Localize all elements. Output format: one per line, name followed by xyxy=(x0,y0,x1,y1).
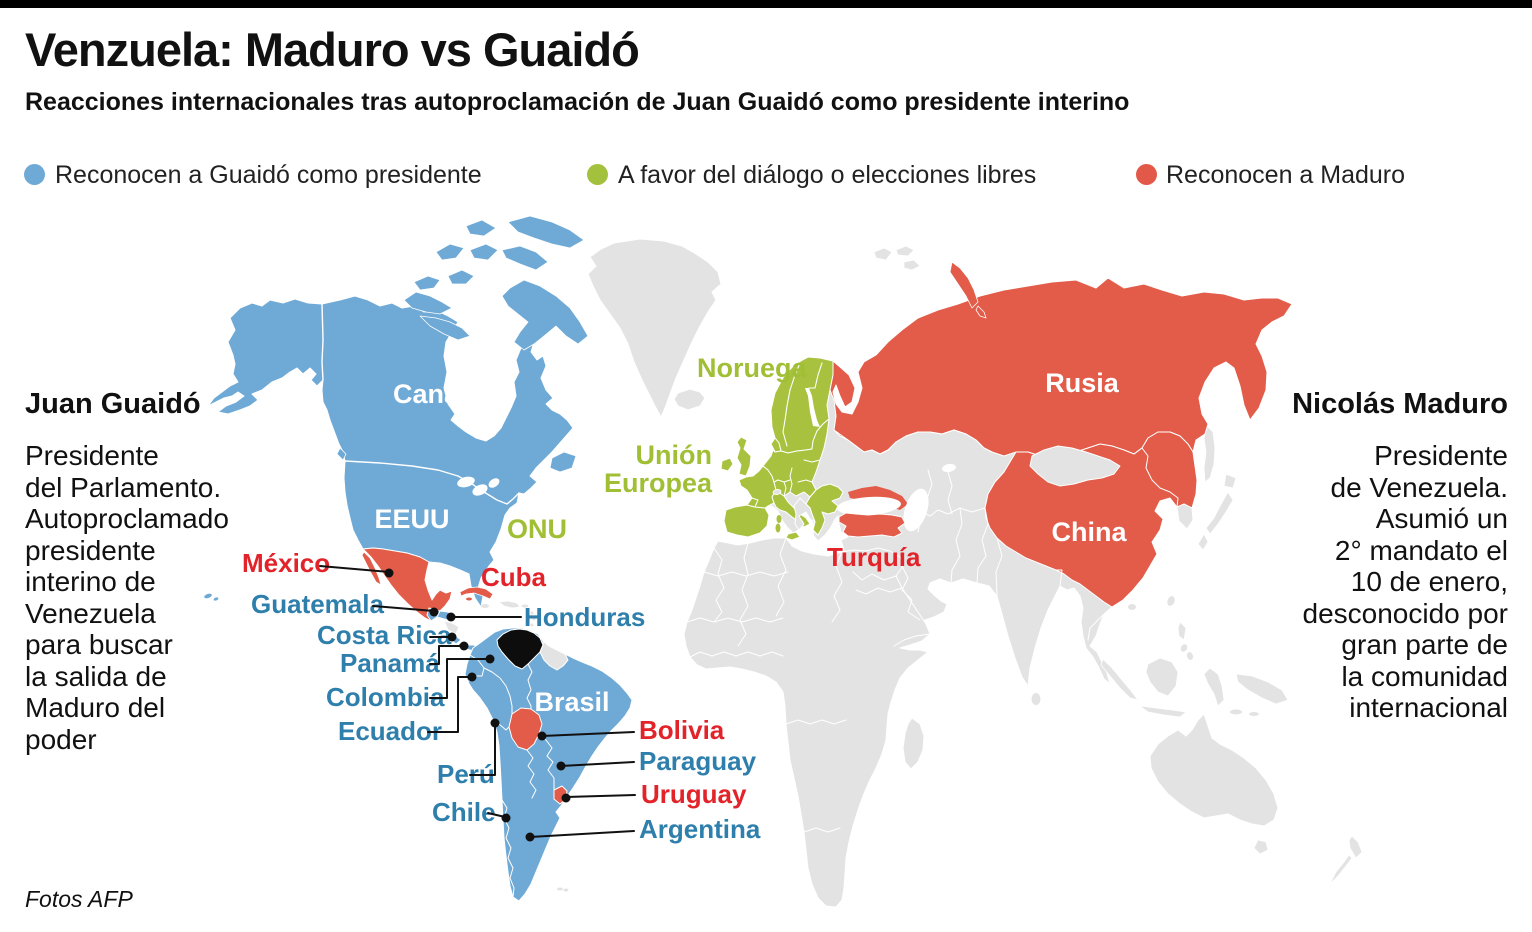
svg-text:Canadá: Canadá xyxy=(393,379,492,409)
svg-text:México: México xyxy=(242,548,330,578)
svg-text:Costa Rica: Costa Rica xyxy=(317,620,452,650)
svg-text:Chile: Chile xyxy=(432,797,496,827)
svg-text:Unión: Unión xyxy=(636,440,712,470)
svg-text:Panamá: Panamá xyxy=(340,648,440,678)
svg-text:Honduras: Honduras xyxy=(524,602,645,632)
svg-text:Noruega: Noruega xyxy=(697,353,808,383)
svg-text:ONU: ONU xyxy=(507,514,567,544)
svg-text:Bolivia: Bolivia xyxy=(639,715,725,745)
svg-text:Turquía: Turquía xyxy=(827,542,921,572)
svg-text:Paraguay: Paraguay xyxy=(639,746,757,776)
svg-text:Colombia: Colombia xyxy=(326,682,445,712)
svg-text:China: China xyxy=(1051,517,1127,547)
svg-text:Rusia: Rusia xyxy=(1045,368,1120,398)
svg-text:Ecuador: Ecuador xyxy=(338,716,442,746)
svg-text:Europea: Europea xyxy=(604,468,713,498)
svg-text:EEUU: EEUU xyxy=(374,504,449,534)
svg-text:Argentina: Argentina xyxy=(639,814,761,844)
svg-text:Brasil: Brasil xyxy=(534,687,609,717)
svg-text:Cuba: Cuba xyxy=(481,562,547,592)
svg-text:Uruguay: Uruguay xyxy=(641,779,747,809)
svg-text:Guatemala: Guatemala xyxy=(251,589,384,619)
